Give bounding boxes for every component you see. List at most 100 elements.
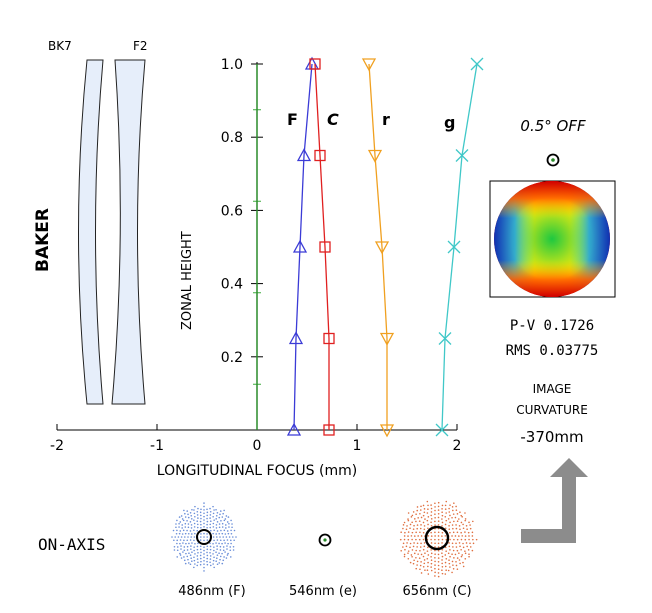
spot-ray <box>437 509 440 511</box>
spot-ray <box>444 508 447 510</box>
spot-ray <box>409 523 412 526</box>
rms-value: RMS 0.03775 <box>506 343 599 359</box>
spot-ray <box>407 535 409 537</box>
spot-diagram-656 <box>399 500 478 578</box>
spot-ray <box>209 510 212 513</box>
spot-ray <box>437 538 440 541</box>
marker-c <box>323 424 335 436</box>
off-axis-spot-center <box>551 158 555 162</box>
spot-ray <box>206 536 208 538</box>
spot-ray <box>452 513 455 515</box>
spot-ray <box>448 559 450 561</box>
spot-ray <box>212 526 215 528</box>
spot-ray <box>422 514 425 517</box>
spot-ray <box>441 504 444 507</box>
spot-ray <box>460 548 462 551</box>
spot-ray <box>458 559 461 561</box>
spot-ray <box>422 521 425 524</box>
spot-ray <box>228 526 230 528</box>
spot-ray <box>420 535 423 537</box>
spot-ray <box>177 536 180 538</box>
spot-ray <box>437 572 440 574</box>
spot-ray <box>194 542 196 545</box>
spot-ray <box>430 549 432 551</box>
spot-ray <box>405 545 408 548</box>
spot-ray <box>434 502 436 505</box>
spot-ray <box>441 542 443 544</box>
spot-ray <box>190 527 193 529</box>
spot-ray <box>434 531 436 534</box>
spot-ray <box>209 558 212 560</box>
spot-ray <box>449 514 451 517</box>
spot-ray <box>183 539 185 542</box>
spot-ray <box>216 563 219 566</box>
spot-ray <box>199 539 202 541</box>
spot-ray <box>212 542 214 545</box>
spot-ray <box>471 531 474 534</box>
spot-ray <box>231 523 233 525</box>
spot-ray <box>448 545 451 548</box>
spot-ray <box>184 532 187 535</box>
spot-ray <box>430 566 432 568</box>
spot-ray <box>209 523 212 526</box>
spot-ray <box>415 556 417 559</box>
spot-ray <box>233 529 236 532</box>
spot-ray <box>427 565 429 568</box>
spot-ray <box>216 554 219 556</box>
marker-c <box>323 332 335 345</box>
spot-ray <box>451 553 453 555</box>
spot-ray <box>226 521 229 523</box>
spot-ray <box>444 573 447 575</box>
spot-ray <box>462 565 465 568</box>
spot-ray <box>410 516 413 518</box>
spot-ray <box>183 556 185 558</box>
spot-ray <box>449 566 451 568</box>
y-tick-label: 0.8 <box>221 130 243 146</box>
spot-ray <box>430 521 432 524</box>
spot-ray <box>190 536 192 538</box>
marker-g <box>438 332 452 345</box>
spot-ray <box>218 542 220 545</box>
spot-ray <box>197 517 199 519</box>
spot-ray <box>221 542 223 545</box>
spot-ray <box>411 555 413 558</box>
spot-ray <box>225 515 228 517</box>
spot-ray <box>460 514 463 517</box>
spot-ray <box>444 504 447 507</box>
marker-f <box>288 331 304 345</box>
spot-ray <box>209 555 212 557</box>
spot-ray <box>419 568 421 571</box>
spot-ray <box>215 551 217 553</box>
spot-ray <box>187 536 189 538</box>
spot-ray <box>472 542 475 545</box>
spot-ray <box>407 557 410 560</box>
spot-ray <box>426 550 429 552</box>
spot-ray <box>190 518 193 520</box>
spot-ray <box>218 516 221 519</box>
spot-ray <box>196 523 199 526</box>
spot-ray <box>399 538 402 541</box>
spot-ray <box>181 524 184 526</box>
spot-ray <box>444 546 447 549</box>
spot-ray <box>184 536 186 538</box>
spot-ray <box>199 557 202 560</box>
marker-r <box>367 149 383 163</box>
spot-ray <box>181 518 184 520</box>
spot-ray <box>422 555 425 558</box>
spot-ray <box>200 517 202 520</box>
spot-ray <box>468 521 470 524</box>
spot-ray <box>188 542 190 545</box>
spot-ray <box>206 517 208 520</box>
spot-ray <box>448 507 450 510</box>
spot-ray <box>179 539 182 541</box>
spot-ray <box>441 548 444 551</box>
spot-ray <box>454 516 457 519</box>
spot-ray <box>453 538 455 541</box>
spot-ray <box>206 533 208 535</box>
spot-ray <box>193 526 196 528</box>
y-axis-label: ZONAL HEIGHT <box>180 231 195 330</box>
spot-ray <box>229 556 232 558</box>
spot-ray <box>437 542 440 545</box>
spot-ray <box>187 532 190 535</box>
